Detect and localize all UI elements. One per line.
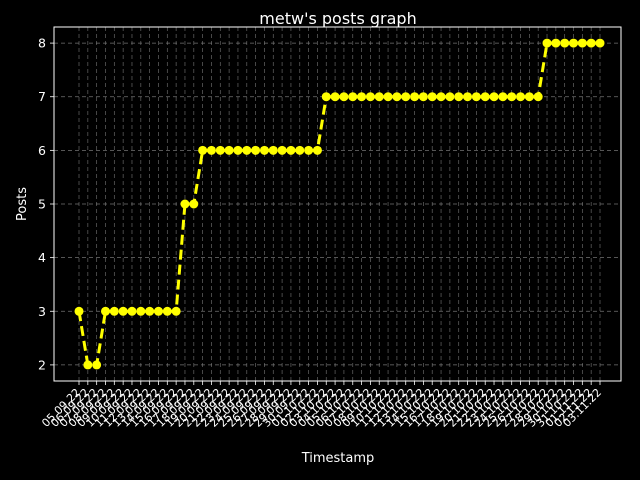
data-point — [445, 92, 455, 102]
data-point — [286, 145, 296, 155]
data-point — [206, 145, 216, 155]
y-tick-label: 5 — [38, 197, 46, 212]
data-point — [74, 306, 84, 316]
data-point — [551, 38, 561, 48]
data-point — [224, 145, 234, 155]
data-point — [463, 92, 473, 102]
data-point — [533, 92, 543, 102]
data-point — [454, 92, 464, 102]
data-point — [109, 306, 119, 316]
data-point — [242, 145, 252, 155]
data-point — [516, 92, 526, 102]
data-point — [330, 92, 340, 102]
data-point — [418, 92, 428, 102]
data-point — [480, 92, 490, 102]
data-point — [189, 199, 199, 209]
chart-title: metw's posts graph — [259, 9, 416, 28]
data-point — [127, 306, 137, 316]
data-point — [507, 92, 517, 102]
y-axis-label: Posts — [15, 187, 30, 221]
data-point — [92, 360, 102, 370]
x-axis-label: Timestamp — [301, 451, 375, 466]
data-point — [312, 145, 322, 155]
data-point — [251, 145, 261, 155]
data-point — [427, 92, 437, 102]
data-point — [153, 306, 163, 316]
data-point — [268, 145, 278, 155]
data-point — [339, 92, 349, 102]
data-point — [100, 306, 110, 316]
data-point — [180, 199, 190, 209]
data-point — [524, 92, 534, 102]
data-point — [259, 145, 269, 155]
data-point — [577, 38, 587, 48]
data-point — [542, 38, 552, 48]
y-tick-label: 4 — [38, 250, 46, 265]
data-point — [586, 38, 596, 48]
y-tick-label: 7 — [38, 89, 46, 104]
data-point — [145, 306, 155, 316]
data-point — [348, 92, 358, 102]
data-point — [304, 145, 314, 155]
data-point — [410, 92, 420, 102]
data-point — [321, 92, 331, 102]
data-point — [595, 38, 605, 48]
data-point — [83, 360, 93, 370]
data-point — [118, 306, 128, 316]
grid — [54, 27, 621, 381]
data-point — [436, 92, 446, 102]
data-point — [277, 145, 287, 155]
data-point — [198, 145, 208, 155]
data-point — [489, 92, 499, 102]
y-tick-label: 2 — [38, 357, 46, 372]
y-tick-label: 6 — [38, 143, 46, 158]
y-tick-label: 8 — [38, 36, 46, 51]
data-point — [295, 145, 305, 155]
y-axis: 2 3 4 5 6 7 8 — [38, 36, 54, 372]
data-point — [171, 306, 181, 316]
data-point — [162, 306, 172, 316]
data-point — [392, 92, 402, 102]
data-point — [233, 145, 243, 155]
data-point — [383, 92, 393, 102]
series-layer — [74, 38, 605, 370]
data-point — [560, 38, 570, 48]
data-point — [374, 92, 384, 102]
data-point — [401, 92, 411, 102]
data-point — [357, 92, 367, 102]
y-tick-label: 3 — [38, 304, 46, 319]
data-point — [471, 92, 481, 102]
data-point — [498, 92, 508, 102]
data-point — [569, 38, 579, 48]
data-point — [365, 92, 375, 102]
data-point — [215, 145, 225, 155]
data-point — [136, 306, 146, 316]
